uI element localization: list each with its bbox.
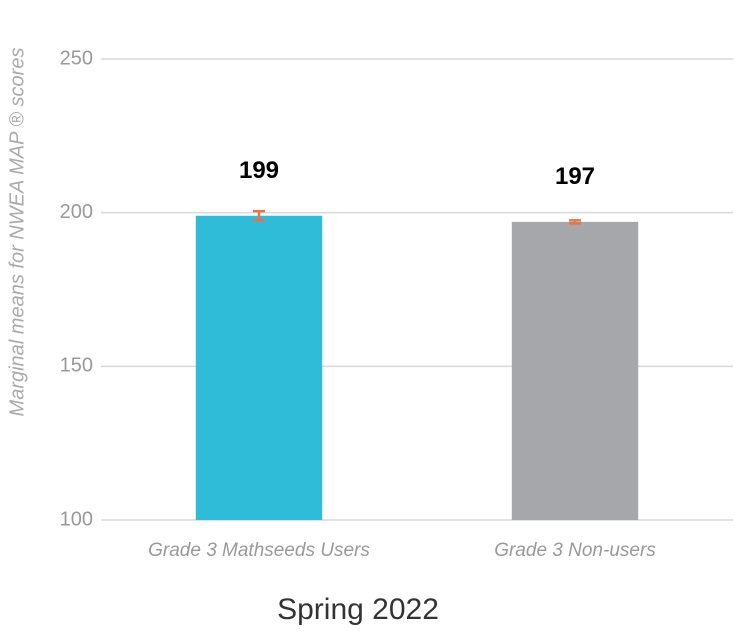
data-label: 199 <box>239 157 279 184</box>
y-tick-label: 150 <box>60 355 93 377</box>
y-tick-label: 100 <box>60 508 93 530</box>
bar <box>511 221 639 521</box>
x-axis-title: Spring 2022 <box>277 593 439 626</box>
y-axis-title: Marginal means for NWEA MAP ® scores <box>6 48 28 417</box>
y-tick-label: 200 <box>60 201 93 223</box>
y-tick-label: 250 <box>60 47 93 69</box>
error-bar <box>253 209 265 222</box>
data-label: 197 <box>555 163 595 190</box>
x-tick-label: Grade 3 Mathseeds Users <box>148 540 370 561</box>
bar <box>195 215 323 521</box>
x-tick-label: Grade 3 Non-users <box>494 540 656 561</box>
error-bar <box>569 219 581 225</box>
